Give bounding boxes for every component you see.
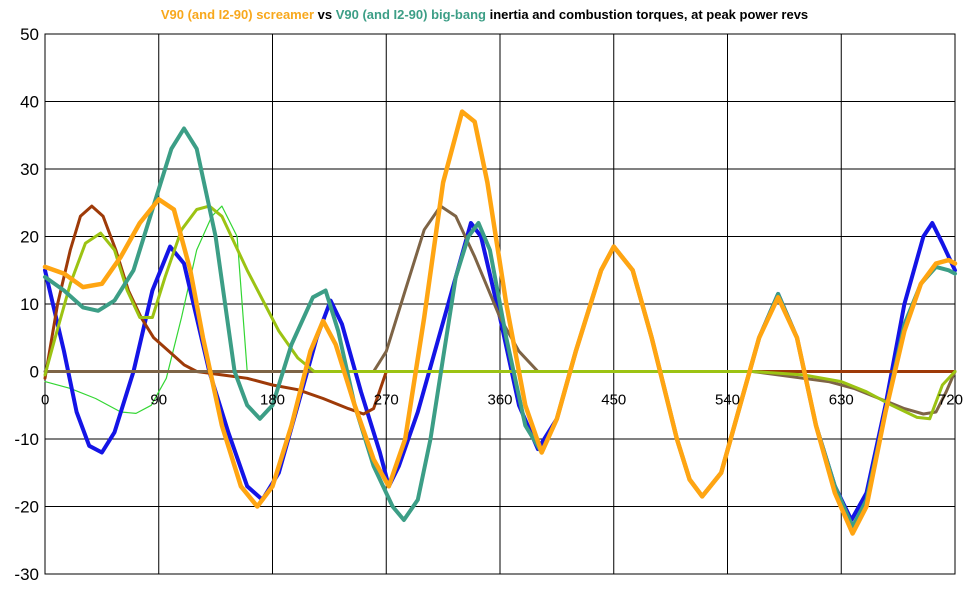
series-line-1: [44, 205, 956, 414]
x-tick-label: 90: [150, 392, 167, 409]
title-part-3: inertia and combustion torques, at peak …: [485, 7, 809, 22]
y-tick-label: -10: [14, 430, 39, 449]
y-tick-label: 10: [20, 295, 39, 314]
y-tick-label: -30: [14, 565, 39, 584]
series-line-3: [43, 204, 957, 416]
x-tick-label: 360: [487, 392, 512, 409]
title-part-0: V90 (and I2-90) screamer: [160, 7, 315, 22]
x-tick-label: 540: [715, 392, 740, 409]
series-line-5: [43, 204, 957, 421]
y-tick-label: 20: [20, 228, 39, 247]
title-part-1: vs: [314, 7, 336, 22]
chart-title: V90 (and I2-90) screamer vs V90 (and I2-…: [0, 7, 969, 22]
x-tick-label: 720: [938, 392, 963, 409]
x-tick-label: 270: [374, 392, 399, 409]
x-tick-label: 0: [41, 392, 49, 409]
x-tick-label: 450: [601, 392, 626, 409]
y-tick-label: 50: [20, 25, 39, 44]
series-line-7: [42, 109, 958, 536]
y-tick-label: 40: [20, 93, 39, 112]
y-tick-label: -20: [14, 498, 39, 517]
title-part-2: V90 (and I2-90) big-bang: [335, 7, 486, 22]
y-tick-label: 30: [20, 160, 39, 179]
plot-border: [44, 33, 956, 575]
x-tick-label: 180: [260, 392, 285, 409]
y-tick-label: 0: [30, 363, 39, 382]
x-tick-label: 630: [829, 392, 854, 409]
